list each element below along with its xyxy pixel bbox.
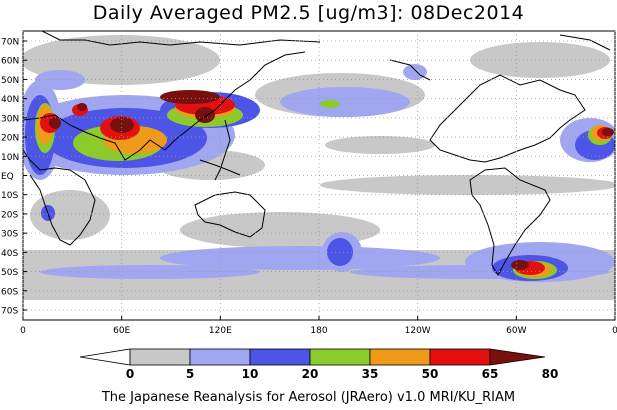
lat-tick-label: 10N	[1, 153, 19, 163]
lon-tick-label: 60E	[113, 326, 130, 336]
colorbar-segment	[79, 348, 131, 366]
colorbar-label: 10	[242, 367, 259, 381]
colorbar-segment	[189, 348, 251, 366]
lon-tick-label: 0	[20, 326, 26, 336]
lat-tick-label: 10S	[1, 191, 18, 201]
lat-tick-label: 20N	[1, 134, 19, 144]
lon-tick-label: 60W	[506, 326, 526, 336]
footer-credit: The Japanese Reanalysis for Aerosol (JRA…	[101, 390, 516, 405]
lat-tick-label: 50S	[1, 268, 18, 278]
colorbar-segment	[249, 348, 311, 366]
lat-tick-label: 40S	[1, 249, 18, 259]
lon-tick-label: 120E	[209, 326, 232, 336]
lon-tick-label: 120W	[405, 326, 431, 336]
colorbar-segment	[369, 348, 431, 366]
pm25-band-10	[23, 64, 615, 282]
lat-axis: 70N 60N 50N 40N 30N 20N 10N EQ 10S 20S 30S 40S 50S 60…	[1, 38, 27, 317]
lat-tick-label: 30S	[1, 230, 18, 240]
colorbar-label: 65	[482, 367, 499, 381]
colorbar-segment	[309, 348, 371, 366]
lon-tick-label: 180	[310, 326, 327, 336]
gridlines	[22, 31, 616, 320]
lat-tick-label: 70N	[1, 38, 19, 48]
lat-tick-label: 50N	[1, 76, 19, 86]
lat-tick-label: 60S	[1, 287, 18, 297]
lat-tick-label: 20S	[1, 210, 18, 220]
colorbar-label: 5	[186, 367, 194, 381]
colorbar-segment	[129, 348, 191, 366]
colorbar-segment	[429, 348, 491, 366]
colorbar-label: 0	[126, 367, 134, 381]
pm25-band-80	[49, 90, 614, 270]
lat-tick-label: 70S	[1, 307, 18, 317]
colorbar-label: 80	[542, 367, 559, 381]
coastlines	[23, 31, 611, 277]
colorbar-label: 50	[422, 367, 439, 381]
lat-tick-label: 60N	[1, 57, 19, 67]
pm25-field	[23, 31, 615, 300]
lon-tick-label: 0	[612, 326, 617, 336]
lat-tick-label: 40N	[1, 95, 19, 105]
colorbar-label: 20	[302, 367, 319, 381]
map-title: Daily Averaged PM2.5 [ug/m3]: 08Dec2014	[92, 2, 525, 24]
lon-axis: 0 60E 120E 180 120W 60W 0	[20, 316, 617, 336]
colorbar-label: 35	[362, 367, 379, 381]
colorbar: 0 5 10 20 35 50 65 80	[79, 348, 559, 381]
colorbar-segment	[489, 348, 546, 366]
lat-tick-label: EQ	[1, 172, 14, 182]
lat-tick-label: 30N	[1, 114, 19, 124]
